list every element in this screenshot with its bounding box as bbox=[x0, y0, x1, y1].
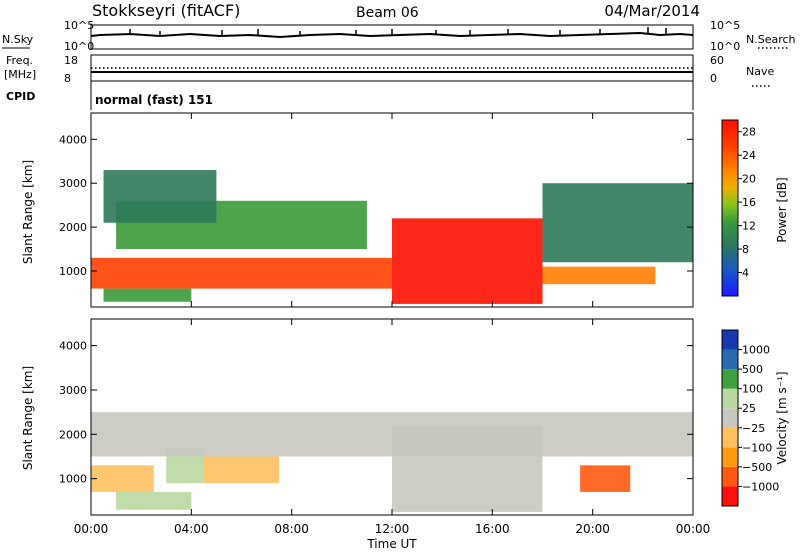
x-tick-label: 12:00 bbox=[375, 522, 410, 536]
power-y-ticks: 1000 2000 3000 4000 bbox=[59, 133, 693, 278]
y-tick-label: 3000 bbox=[59, 177, 87, 190]
x-tick-label: 16:00 bbox=[475, 522, 510, 536]
power-cbar-tick-label: 24 bbox=[742, 149, 756, 162]
x-tick-label: 20:00 bbox=[575, 522, 610, 536]
velocity-colorbar-blocks bbox=[722, 330, 738, 506]
x-tick-label: 08:00 bbox=[274, 522, 309, 536]
x-tick-label: 04:00 bbox=[174, 522, 209, 536]
power-cbar-tick-label: 12 bbox=[742, 220, 756, 233]
heatmap-region-1-5 bbox=[580, 465, 631, 492]
heatmap-region-1-0 bbox=[91, 465, 154, 492]
nsearch-tick-high: 10^5 bbox=[710, 19, 740, 32]
freq-tick-low: 8 bbox=[64, 72, 71, 85]
velocity-cbar-tick-label: 100 bbox=[742, 383, 763, 396]
nave-tick-low: 0 bbox=[710, 72, 717, 85]
time-x-axis-label: Time UT bbox=[366, 537, 417, 551]
y-tick-label: 1000 bbox=[59, 265, 87, 278]
heatmap-region-0-2 bbox=[542, 266, 656, 285]
cpid-label: CPID bbox=[6, 90, 35, 103]
velocity-y-axis-label: Slant Range [km] bbox=[21, 366, 35, 470]
heatmap-region-1-2 bbox=[203, 456, 280, 484]
heatmap-region-0-4 bbox=[103, 170, 217, 223]
nave-tick-high: 60 bbox=[710, 54, 724, 67]
velocity-cbar-block bbox=[722, 447, 738, 467]
freq-tick-high: 18 bbox=[64, 54, 78, 67]
velocity-cbar-tick-label: 25 bbox=[742, 402, 756, 415]
y-tick-label: 4000 bbox=[59, 133, 87, 146]
nsky-label: N.Sky bbox=[2, 33, 34, 46]
nave-label: Nave bbox=[746, 65, 774, 78]
power-heatmap-marks bbox=[91, 170, 693, 304]
power-colorbar-label: Power [dB] bbox=[775, 177, 789, 242]
velocity-cbar-block bbox=[722, 408, 738, 428]
nsky-tick-high: 10^5 bbox=[64, 19, 94, 32]
heatmap-region-0-0 bbox=[91, 257, 392, 289]
heatmap-region-1-6 bbox=[116, 491, 192, 510]
freq-label: Freq. bbox=[6, 54, 33, 67]
freq-unit-label: [MHz] bbox=[4, 68, 36, 81]
velocity-cbar-tick-label: −100 bbox=[742, 441, 772, 454]
nsky-tick-low: 10^0 bbox=[64, 40, 94, 53]
power-colorbar-ticks: 4 8 12 16 20 24 28 bbox=[738, 126, 756, 280]
velocity-heatmap-panel: 1000 2000 3000 4000 Slant Range [km] bbox=[21, 318, 694, 516]
power-cbar-tick-label: 28 bbox=[742, 126, 756, 139]
heatmap-region-0-6 bbox=[103, 288, 192, 302]
date-label: 04/Mar/2014 bbox=[604, 2, 700, 20]
velocity-cbar-block bbox=[722, 466, 738, 487]
velocity-cbar-tick-label: −500 bbox=[742, 461, 772, 474]
cpid-value: normal (fast) 151 bbox=[95, 93, 213, 107]
power-cbar-tick-label: 16 bbox=[742, 196, 756, 209]
y-tick-label: 1000 bbox=[59, 473, 87, 486]
velocity-cbar-block bbox=[722, 369, 738, 389]
y-tick-label: 2000 bbox=[59, 428, 87, 441]
y-tick-label: 3000 bbox=[59, 384, 87, 397]
noise-spikes bbox=[129, 27, 667, 36]
velocity-cbar-block bbox=[722, 388, 738, 409]
time-x-ticks: 00:00 04:00 08:00 12:00 16:00 20:00 00:00 bbox=[74, 113, 711, 536]
velocity-y-ticks: 1000 2000 3000 4000 bbox=[59, 340, 693, 486]
power-y-axis-label: Slant Range [km] bbox=[21, 160, 35, 264]
velocity-colorbar: 1000 500 100 25 −25 −100 −500 −1000 Velocity [m… bbox=[721, 329, 789, 507]
y-tick-label: 4000 bbox=[59, 340, 87, 353]
velocity-cbar-tick-label: −1000 bbox=[742, 480, 779, 493]
velocity-cbar-tick-label: 1000 bbox=[742, 344, 770, 357]
noise-panel-frame bbox=[90, 24, 694, 50]
x-tick-label: 00:00 bbox=[74, 522, 109, 536]
heatmap-region-0-5 bbox=[542, 183, 693, 263]
velocity-heatmap-marks bbox=[91, 412, 693, 512]
heatmap-region-0-1 bbox=[392, 218, 543, 304]
power-heatmap-panel: 1000 2000 3000 4000 Slant Range [km] bbox=[21, 112, 694, 308]
noise-sky-line bbox=[90, 31, 694, 39]
velocity-cbar-block bbox=[722, 486, 738, 506]
station-title: Stokkseyri (fitACF) bbox=[92, 1, 240, 20]
velocity-cbar-block bbox=[722, 330, 738, 350]
beam-label: Beam 06 bbox=[356, 5, 419, 21]
y-tick-label: 2000 bbox=[59, 221, 87, 234]
velocity-cbar-block bbox=[722, 349, 738, 370]
power-cbar-tick-label: 20 bbox=[742, 173, 756, 186]
power-cbar-tick-label: 8 bbox=[742, 243, 749, 256]
velocity-cbar-block bbox=[722, 427, 738, 448]
velocity-cbar-tick-label: −25 bbox=[742, 422, 765, 435]
power-colorbar-gradient bbox=[721, 119, 739, 297]
x-tick-label: 00:00 bbox=[676, 522, 711, 536]
nsearch-tick-low: 10^0 bbox=[710, 40, 740, 53]
power-cbar-tick-label: 4 bbox=[742, 267, 749, 280]
velocity-colorbar-frame bbox=[721, 329, 739, 507]
velocity-colorbar-label: Velocity [m s⁻¹] bbox=[775, 371, 789, 464]
velocity-cbar-tick-label: 500 bbox=[742, 363, 763, 376]
nsearch-label: N.Search bbox=[746, 33, 796, 46]
heatmap-region-1-4 bbox=[392, 425, 543, 512]
power-colorbar: 4 8 12 16 20 24 28 Power [dB] bbox=[721, 119, 789, 297]
velocity-colorbar-ticks: 1000 500 100 25 −25 −100 −500 −1000 bbox=[738, 344, 779, 493]
